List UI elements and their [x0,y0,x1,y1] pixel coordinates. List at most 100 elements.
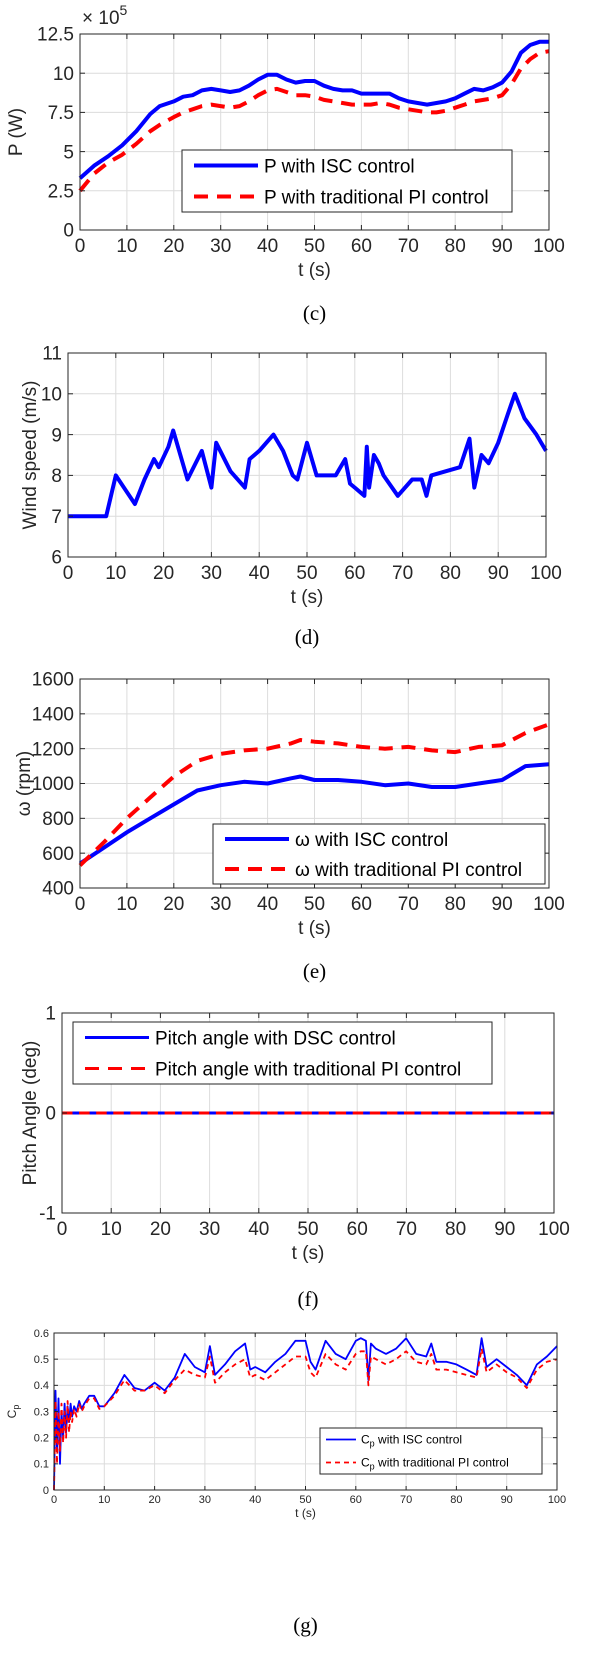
y-tick-label: 0 [45,1104,56,1125]
figure-caption: (c) [303,301,326,325]
x-tick-label: 10 [116,894,137,915]
x-tick-label: 70 [398,894,419,915]
chart-g: 0 10 20 30 40 50 60 70 80 90 100 0 0.1 0.2 0.3 0.4 0.5 0.… [5,1328,566,1637]
y-tick-label: 2.5 [48,181,74,202]
y-tick-label: 600 [42,844,74,865]
x-tick-label: 60 [351,894,372,915]
series-line-e-0 [78,762,550,866]
x-tick-label: 60 [347,1219,368,1240]
x-tick-label: 50 [296,563,317,584]
legend-label-rest: with traditional PI control [375,1456,509,1470]
x-tick-label: 20 [163,236,184,257]
x-tick-label: 10 [101,1219,122,1240]
y-tick-label: 9 [51,425,62,446]
x-tick-label: 100 [548,1494,566,1506]
y-tick-label: 5 [63,142,74,163]
legend-label-0: P with ISC control [264,157,415,178]
legend: Pitch angle with DSC control Pitch angle … [72,1021,493,1085]
x-tick-label: 30 [199,1219,220,1240]
x-tick-label: 80 [450,1494,462,1506]
y-tick-label: 10 [53,64,74,85]
y-tick-label: 6 [51,548,62,569]
legend-label-0: ω with ISC control [295,830,448,851]
y-axis-label: ω (rpm) [14,751,35,817]
figure-caption: (f) [298,1287,319,1311]
x-axis-label: t (s) [291,587,324,608]
x-tick-label: 20 [163,894,184,915]
x-axis-label: t (s) [295,1506,316,1520]
x-tick-label: 30 [199,1494,211,1506]
x-tick-label: 70 [392,563,413,584]
y-tick-label: 0.1 [34,1459,49,1471]
series-line-c-0 [78,39,549,180]
y-axis-label: Wind speed (m/s) [20,381,41,530]
y-axis-label: Cp [5,1405,21,1419]
x-tick-label: 0 [57,1219,68,1240]
legend-label-0: Cp with ISC control [361,1433,462,1449]
x-tick-label: 20 [148,1494,160,1506]
y-tick-label: -1 [39,1204,56,1225]
x-tick-label: 70 [400,1494,412,1506]
x-tick-label: 30 [210,236,231,257]
x-tick-label: 40 [249,563,270,584]
x-tick-label: 20 [150,1219,171,1240]
x-tick-label: 90 [488,563,509,584]
x-tick-label: 40 [249,1494,261,1506]
y-tick-label: 400 [42,879,74,900]
x-tick-label: 30 [210,894,231,915]
y-tick-label: 10 [41,384,62,405]
legend-box [319,1427,543,1475]
legend-label-1: Pitch angle with traditional PI control [155,1060,461,1081]
x-tick-label: 10 [116,236,137,257]
y-tick-label: 12.5 [37,25,74,46]
x-tick-label: 80 [445,1219,466,1240]
x-tick-label: 90 [492,236,513,257]
chart-c: 0 10 20 30 40 50 60 70 80 90 100 0 2.5 5 7.5 10 12.5 t (s… [6,2,565,325]
y-tick-label: 1600 [32,670,74,691]
x-tick-label: 60 [350,1494,362,1506]
y-tick-label: 8 [51,466,62,487]
x-tick-label: 50 [304,236,325,257]
legend-label-rest: with ISC control [375,1433,462,1447]
y-axis-label-main: C [5,1409,19,1418]
y-tick-label: 1400 [32,704,74,725]
x-tick-label: 90 [492,894,513,915]
x-axis-label: t (s) [298,260,331,281]
y-axis-label: Pitch Angle (deg) [20,1041,41,1186]
x-tick-label: 0 [63,563,74,584]
y-multiplier-exp: 5 [120,2,128,18]
legend-label-main: C [361,1433,370,1447]
y-tick-label: 0.4 [34,1380,49,1392]
y-tick-label: 7 [51,507,62,528]
chart-e: 0 10 20 30 40 50 60 70 80 90 100 400 600 800 1000 1200 1… [14,670,565,983]
x-tick-label: 70 [398,236,419,257]
legend: ω with ISC control ω with traditional PI … [212,823,546,885]
x-axis-label: t (s) [292,1243,325,1264]
y-axis-label: P (W) [6,108,27,156]
legend-label-1: Cp with traditional PI control [361,1456,509,1472]
y-multiplier: × 105 [82,2,128,29]
x-tick-label: 10 [98,1494,110,1506]
x-tick-label: 100 [533,894,565,915]
x-tick-label: 40 [257,236,278,257]
y-tick-label: 1 [45,1004,56,1025]
x-tick-label: 70 [396,1219,417,1240]
legend-box [72,1021,493,1085]
x-tick-label: 100 [538,1219,570,1240]
series-line-d-0 [68,391,548,519]
y-tick-label: 7.5 [48,103,74,124]
x-tick-label: 40 [248,1219,269,1240]
x-tick-label: 80 [440,563,461,584]
y-tick-label: 1000 [32,774,74,795]
x-tick-label: 50 [304,894,325,915]
legend-box [212,823,546,885]
x-tick-label: 0 [75,236,86,257]
x-tick-label: 90 [501,1494,513,1506]
figure-caption: (g) [293,1613,318,1637]
x-tick-label: 50 [299,1494,311,1506]
x-tick-label: 0 [75,894,86,915]
legend-label-sub: p [370,1462,375,1472]
